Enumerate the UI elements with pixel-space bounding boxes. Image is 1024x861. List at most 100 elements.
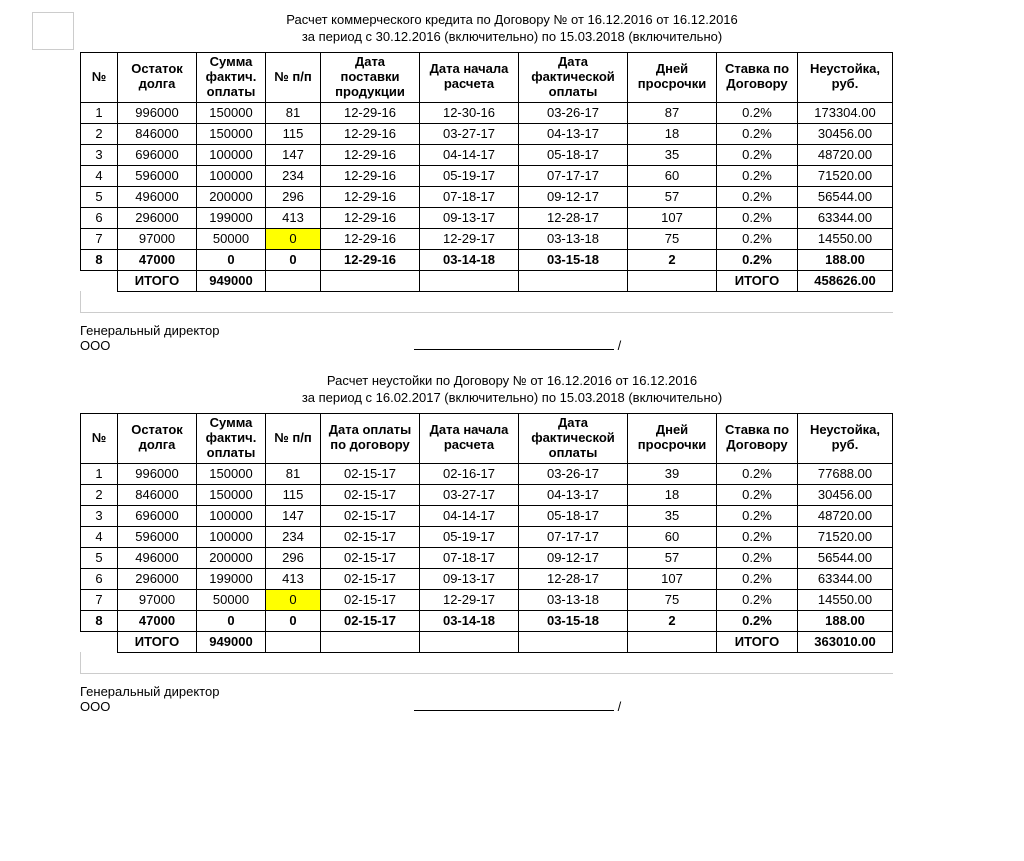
table-row: 19960001500008102-15-1702-16-1703-26-173… [81,463,893,484]
col-header: № п/п [266,53,321,103]
col-header: Неустойка, руб. [798,53,893,103]
cell: 2 [628,610,717,631]
cell: 75 [628,228,717,249]
signatory-org: ООО [80,699,110,714]
cell: 296000 [118,568,197,589]
col-header: № [81,53,118,103]
cell: 60 [628,526,717,547]
cell: 150000 [197,102,266,123]
cell: 296 [266,547,321,568]
cell: 12-29-16 [321,186,420,207]
cell: 0.2% [717,610,798,631]
cell: 100000 [197,526,266,547]
cell: 12-29-16 [321,102,420,123]
cell: 35 [628,144,717,165]
col-header: Остаток долга [118,413,197,463]
cell: 30456.00 [798,484,893,505]
cell: 6 [81,568,118,589]
cell: 81 [266,463,321,484]
cell: 05-18-17 [519,144,628,165]
totals-penalty: 363010.00 [798,631,893,652]
col-header: Неустойка, руб. [798,413,893,463]
cell: 100000 [197,165,266,186]
cell: 200000 [197,186,266,207]
cell: 07-17-17 [519,165,628,186]
cell: 14550.00 [798,589,893,610]
cell: 03-13-18 [519,228,628,249]
cell: 496000 [118,547,197,568]
col-header: Ставка по Договору [717,413,798,463]
col-header: Дней просрочки [628,413,717,463]
cell: 03-27-17 [420,123,519,144]
cell: 413 [266,207,321,228]
cell: 02-15-17 [321,463,420,484]
cell: 234 [266,165,321,186]
totals-sum: 949000 [197,270,266,291]
signature-block: Генеральный директор ООО / [80,684,1004,714]
cell: 4 [81,526,118,547]
cell: 03-13-18 [519,589,628,610]
section-credit: Расчет коммерческого кредита по Договору… [20,12,1004,353]
spacer-row [81,291,893,312]
col-header: Сумма фактич. оплаты [197,53,266,103]
cell: 18 [628,484,717,505]
table-row: 79700050000002-15-1712-29-1703-13-18750.… [81,589,893,610]
cell: 0.2% [717,165,798,186]
spacer-row [81,652,893,673]
cell: 0 [266,610,321,631]
cell: 199000 [197,568,266,589]
cell: 150000 [197,463,266,484]
cell: 12-29-17 [420,589,519,610]
cell: 60 [628,165,717,186]
cell: 56544.00 [798,547,893,568]
cell: 0.2% [717,526,798,547]
cell: 02-15-17 [321,547,420,568]
cell: 596000 [118,165,197,186]
totals-sum: 949000 [197,631,266,652]
cell: 87 [628,102,717,123]
table-row: 8470000012-29-1603-14-1803-15-1820.2%188… [81,249,893,270]
cell: 02-15-17 [321,568,420,589]
col-header: Дата фактической оплаты [519,53,628,103]
cell: 71520.00 [798,526,893,547]
cell: 107 [628,207,717,228]
signature-slash: / [618,699,622,714]
cell: 150000 [197,484,266,505]
signatory-role: Генеральный директор [80,684,1004,699]
cell: 02-15-17 [321,610,420,631]
cell: 0.2% [717,463,798,484]
cell: 2 [81,484,118,505]
totals-row: ИТОГО949000 ИТОГО458626.00 [81,270,893,291]
cell: 12-29-17 [420,228,519,249]
cell: 199000 [197,207,266,228]
cell: 0.2% [717,249,798,270]
cell: 2 [628,249,717,270]
cell: 09-13-17 [420,207,519,228]
cell: 02-15-17 [321,526,420,547]
cell: 996000 [118,102,197,123]
cell: 996000 [118,463,197,484]
totals-label: ИТОГО [118,631,197,652]
table-row: 549600020000029612-29-1607-18-1709-12-17… [81,186,893,207]
signature-line [414,349,614,350]
cell: 12-29-16 [321,249,420,270]
cell: 12-29-16 [321,165,420,186]
cell: 12-29-16 [321,207,420,228]
cell: 81 [266,102,321,123]
cell: 0.2% [717,547,798,568]
cell: 07-18-17 [420,547,519,568]
col-header: Остаток долга [118,53,197,103]
table-row: 284600015000011502-15-1703-27-1704-13-17… [81,484,893,505]
cell: 3 [81,144,118,165]
cell: 12-28-17 [519,568,628,589]
cell: 05-19-17 [420,526,519,547]
cell: 1 [81,463,118,484]
cell: 4 [81,165,118,186]
cell: 234 [266,526,321,547]
cell: 0.2% [717,589,798,610]
cell: 0.2% [717,186,798,207]
cell: 100000 [197,144,266,165]
totals-label2: ИТОГО [717,270,798,291]
table-row: 629600019900041312-29-1609-13-1712-28-17… [81,207,893,228]
totals-row: ИТОГО949000 ИТОГО363010.00 [81,631,893,652]
